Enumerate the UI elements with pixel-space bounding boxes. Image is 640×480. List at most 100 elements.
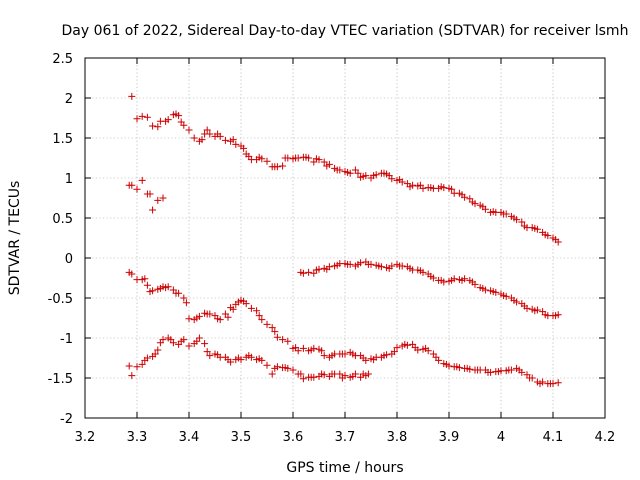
data-point bbox=[310, 373, 318, 381]
data-point bbox=[164, 116, 172, 124]
data-point bbox=[315, 156, 323, 164]
data-point bbox=[554, 238, 562, 246]
axis-ticks: 3.2 3.3 3.4 3.5 3.6 3.7 3.8 3.9 4 4.1 4.2 -2 -1.5 -1 -… bbox=[48, 52, 616, 445]
data-point bbox=[354, 169, 362, 177]
data-point bbox=[216, 316, 224, 324]
data-point bbox=[284, 364, 292, 372]
data-point bbox=[388, 262, 396, 270]
data-point bbox=[554, 379, 562, 387]
series-upper-middle bbox=[125, 176, 167, 214]
data-point bbox=[367, 260, 375, 268]
data-point bbox=[273, 163, 281, 171]
data-point bbox=[227, 358, 235, 366]
data-point bbox=[138, 176, 146, 184]
data-point bbox=[175, 112, 183, 120]
data-point bbox=[201, 340, 209, 348]
data-point bbox=[513, 298, 521, 306]
data-point bbox=[229, 305, 237, 313]
data-point bbox=[393, 344, 401, 352]
data-point bbox=[133, 115, 141, 123]
y-tick-label: -0.5 bbox=[48, 292, 73, 307]
data-point bbox=[341, 372, 349, 380]
data-point bbox=[554, 311, 562, 319]
data-point bbox=[305, 154, 313, 162]
y-tick-label: 1 bbox=[65, 172, 73, 187]
x-tick-label: 3.6 bbox=[283, 430, 304, 445]
data-point bbox=[149, 287, 157, 295]
data-point bbox=[271, 328, 279, 336]
data-point bbox=[284, 337, 292, 345]
data-point bbox=[523, 304, 531, 312]
x-tick-label: 3.4 bbox=[179, 430, 200, 445]
data-point bbox=[258, 356, 266, 364]
data-point bbox=[159, 336, 167, 344]
data-point bbox=[128, 92, 136, 100]
data-point bbox=[466, 365, 474, 373]
data-point bbox=[294, 154, 302, 162]
data-point bbox=[318, 347, 326, 355]
data-point bbox=[203, 348, 211, 356]
x-tick-label: 3.9 bbox=[439, 430, 460, 445]
data-point bbox=[149, 206, 157, 214]
data-point bbox=[336, 166, 344, 174]
data-point bbox=[299, 344, 307, 352]
data-point bbox=[284, 154, 292, 162]
data-point bbox=[154, 123, 162, 131]
data-point bbox=[487, 368, 495, 376]
data-point bbox=[253, 307, 261, 315]
data-point bbox=[346, 260, 354, 268]
data-point bbox=[247, 304, 255, 312]
data-point bbox=[128, 372, 136, 380]
data-point bbox=[518, 218, 526, 226]
data-point bbox=[289, 366, 297, 374]
series-right-middle bbox=[297, 258, 562, 320]
chart-title: Day 061 of 2022, Sidereal Day-to-day VTE… bbox=[62, 23, 629, 39]
data-point bbox=[419, 184, 427, 192]
data-point bbox=[492, 288, 500, 296]
data-point bbox=[398, 178, 406, 186]
x-tick-label: 3.5 bbox=[231, 430, 252, 445]
data-point bbox=[471, 200, 479, 208]
x-tick-label: 4 bbox=[497, 430, 505, 445]
x-tick-label: 3.7 bbox=[335, 430, 356, 445]
y-tick-label: -1 bbox=[60, 332, 73, 347]
y-axis-label: SDTVAR / TECUs bbox=[7, 181, 23, 296]
grid bbox=[85, 58, 605, 418]
data-point bbox=[481, 286, 489, 294]
data-point bbox=[357, 259, 365, 267]
data-point bbox=[273, 363, 281, 371]
data-point bbox=[133, 185, 141, 193]
data-point bbox=[429, 274, 437, 282]
data-point bbox=[320, 352, 328, 360]
data-point bbox=[221, 136, 229, 144]
data-point bbox=[299, 375, 307, 383]
data-point bbox=[185, 126, 193, 134]
data-point bbox=[263, 157, 271, 165]
data-point bbox=[502, 292, 510, 300]
data-point bbox=[310, 344, 318, 352]
data-point bbox=[445, 362, 453, 370]
data-point bbox=[154, 346, 162, 354]
x-tick-label: 4.2 bbox=[595, 430, 616, 445]
data-point bbox=[255, 312, 263, 320]
data-point bbox=[190, 134, 198, 142]
y-tick-label: 0.5 bbox=[52, 212, 73, 227]
data-point bbox=[133, 363, 141, 371]
data-point bbox=[258, 316, 266, 324]
data-point bbox=[518, 368, 526, 376]
data-point bbox=[388, 175, 396, 183]
data-point bbox=[299, 269, 307, 277]
data-point bbox=[440, 184, 448, 192]
x-axis-label: GPS time / hours bbox=[286, 460, 403, 476]
y-tick-label: 1.5 bbox=[52, 132, 73, 147]
data-point bbox=[279, 336, 287, 344]
data-point bbox=[461, 193, 469, 201]
data-point bbox=[263, 361, 271, 369]
data-point bbox=[203, 126, 211, 134]
data-point bbox=[141, 275, 149, 283]
data-point bbox=[180, 294, 188, 302]
data-points bbox=[125, 92, 562, 388]
data-point bbox=[279, 162, 287, 170]
data-point bbox=[297, 370, 305, 378]
data-point bbox=[151, 350, 159, 358]
